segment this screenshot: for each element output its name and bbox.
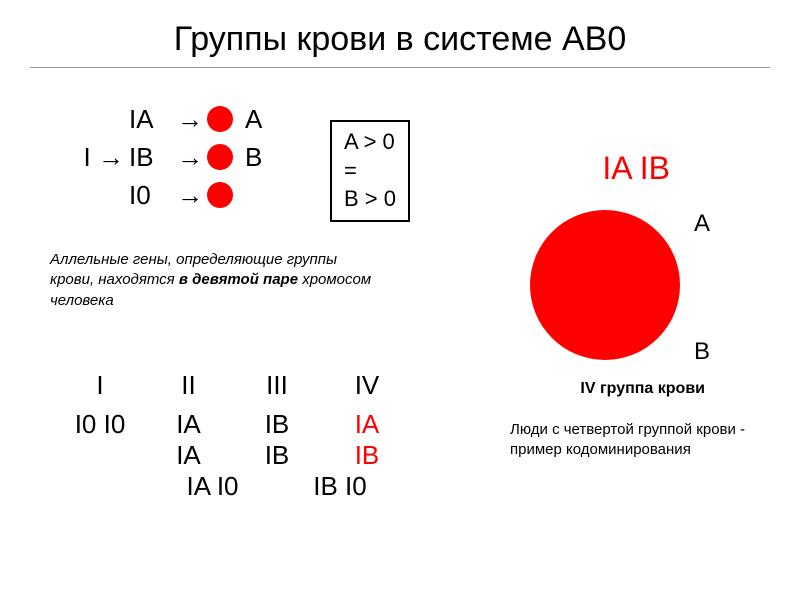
arrow-icon: → [173,180,207,211]
allele-block: IA → A I → IB → B I0 → [60,100,262,214]
genotype-header-row: I II III IV [55,370,412,401]
header-II: II [145,370,232,401]
allele-A-post: A [245,104,262,135]
note1-bold: в девятой паре [179,271,298,288]
allele-IA-label: IA [129,104,173,135]
header-I: I [55,370,145,401]
genotype-row: IA I0 IB I0 [55,471,412,502]
cell: IB [322,440,412,471]
chromosome-note: Аллельные гены, определяющие группы кров… [50,250,380,311]
red-circle-icon [207,106,233,132]
blood-cell-circle [530,210,680,360]
dominance-line1: A > 0 [344,128,396,157]
allele-IB-label: IB [129,142,173,173]
header-IV: IV [322,370,412,401]
arrow-icon: → [173,104,207,135]
antigen-A-label: A [694,210,710,238]
genotype-row: IA IB IB [55,440,412,471]
allele-row-a: IA → A [60,100,262,138]
group-iv-caption: IV группа крови [580,380,705,398]
dominance-box: A > 0 = B > 0 [330,120,410,222]
genotype-table: I II III IV I0 I0 IA IB IA IA IB IB IA I… [55,370,412,502]
antigen-B-label: B [694,338,710,366]
codominance-note: Люди с четвертой группой крови - пример … [510,420,760,461]
dominance-line2: = [344,157,396,186]
cell: IB [232,409,322,440]
cell: IA [145,409,232,440]
red-circle-icon [207,144,233,170]
title-underline [30,67,770,68]
cell: IA I0 [145,471,280,502]
allele-I0-label: I0 [129,180,173,211]
genotype-row: I0 I0 IA IB IA [55,409,412,440]
header-III: III [232,370,322,401]
iaib-label: IA IB [602,150,670,187]
allele-row-b: I → IB → B [60,138,262,176]
cell [55,440,145,471]
dominance-line3: B > 0 [344,185,396,214]
arrow-icon: → [173,142,207,173]
red-circle-icon [207,182,233,208]
cell: IA [322,409,412,440]
cell [55,471,145,502]
cell: IB I0 [280,471,400,502]
allele-I-prefix: I → [60,142,124,173]
cell: I0 I0 [55,409,145,440]
page-title: Группы крови в системе АВ0 [0,0,800,59]
allele-B-post: B [245,142,262,173]
allele-row-0: I0 → [60,176,262,214]
cell: IB [232,440,322,471]
cell: IA [145,440,232,471]
